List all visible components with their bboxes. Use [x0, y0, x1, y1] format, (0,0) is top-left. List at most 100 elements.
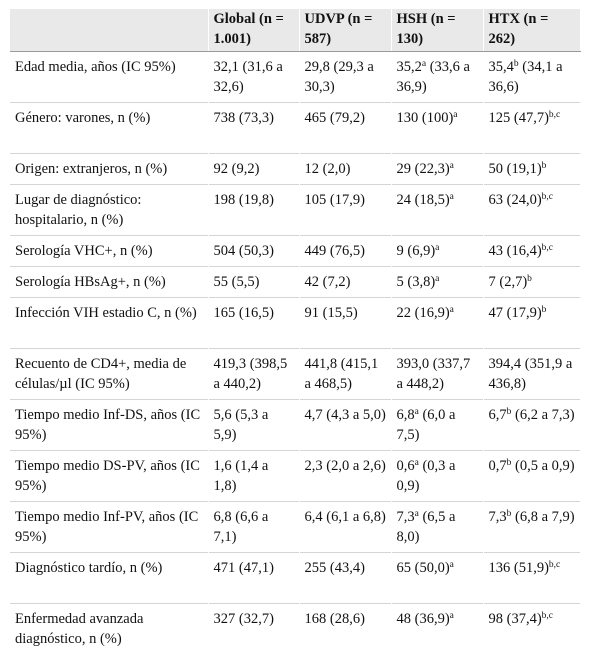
cell-hsh: 130 (100)a [391, 102, 484, 154]
cell-value: 130 (100) [396, 110, 454, 126]
cell-udvp: 4,7 (4,3 a 5,0) [299, 399, 392, 451]
cell-hsh: 48 (36,9)a [391, 603, 484, 654]
significance-marker: a [449, 305, 454, 315]
cell-value: 471 (47,1) [213, 560, 274, 576]
cell-value: 35,4 [488, 59, 514, 75]
cell-htx: 7,3b (6,8 a 7,9) [483, 501, 581, 553]
table-row: Tiempo medio DS-PV, años (IC 95%) 1,6 (1,… [10, 450, 581, 502]
cell-value: 42 (7,2) [304, 274, 351, 290]
cell-interval: (6,5 a 8,0) [396, 509, 456, 545]
significance-marker: b,c [548, 110, 561, 120]
significance-marker: b [527, 274, 532, 284]
cell-global: 6,8 (6,6 a 7,1) [208, 501, 300, 553]
row-label: Enfermedad avanzada diagnóstico, n (%) [10, 603, 209, 654]
header-cell-hsh: HSH (n = 130) [391, 9, 484, 52]
significance-marker: b [506, 509, 512, 519]
cell-interval: (6,2 a 7,3) [511, 407, 575, 423]
cell-value: 5,6 (5,3 a 5,9) [213, 407, 269, 443]
table-container: Global (n = 1.001) UDVP (n = 587) HSH (n… [10, 9, 581, 654]
cell-value: 6,8 [396, 407, 415, 423]
cell-value: 35,2 [396, 59, 422, 75]
cell-global: 92 (9,2) [208, 153, 300, 185]
significance-marker: a [449, 560, 454, 570]
row-label: Tiempo medio DS-PV, años (IC 95%) [10, 450, 209, 502]
cell-value: 4,7 (4,3 a 5,0) [304, 407, 386, 423]
row-label: Serología VHC+, n (%) [10, 235, 209, 267]
cell-value: 419,3 (398,5 a 440,2) [213, 356, 288, 392]
cell-value: 0,6 [396, 458, 415, 474]
cell-udvp: 42 (7,2) [299, 266, 392, 298]
cell-global: 165 (16,5) [208, 297, 300, 349]
significance-marker: a [453, 110, 458, 120]
row-label: Diagnóstico tardío, n (%) [10, 552, 209, 604]
cell-value: 47 (17,9) [488, 305, 542, 321]
cell-value: 504 (50,3) [213, 243, 274, 259]
cell-htx: 6,7b (6,2 a 7,3) [483, 399, 581, 451]
significance-marker: a [449, 192, 454, 202]
cell-value: 9 (6,9) [396, 243, 436, 259]
cell-htx: 98 (37,4)b,c [483, 603, 581, 654]
cell-value: 1,6 (1,4 a 1,8) [213, 458, 269, 494]
significance-marker: a [449, 611, 454, 621]
cell-value: 105 (17,9) [304, 192, 365, 208]
cell-global: 198 (19,8) [208, 184, 300, 236]
cell-value: 29,8 (29,3 a 30,3) [304, 59, 374, 95]
cell-htx: 50 (19,1)b [483, 153, 581, 185]
cell-value: 738 (73,3) [213, 110, 274, 126]
cell-global: 55 (5,5) [208, 266, 300, 298]
significance-marker: a [435, 243, 440, 253]
cell-value: 12 (2,0) [304, 161, 351, 177]
table-row: Recuento de CD4+, media de células/µl (I… [10, 348, 581, 400]
row-label: Tiempo medio Inf-DS, años (IC 95%) [10, 399, 209, 451]
table-row: Enfermedad avanzada diagnóstico, n (%) 32… [10, 603, 581, 654]
row-label: Infección VIH estadio C, n (%) [10, 297, 209, 349]
row-label: Serología HBsAg+, n (%) [10, 266, 209, 298]
cell-value: 465 (79,2) [304, 110, 365, 126]
cell-hsh: 5 (3,8)a [391, 266, 484, 298]
cell-hsh: 0,6a (0,3 a 0,9) [391, 450, 484, 502]
cell-value: 441,8 (415,1 a 468,5) [304, 356, 379, 392]
cell-global: 5,6 (5,3 a 5,9) [208, 399, 300, 451]
cell-global: 32,1 (31,6 a 32,6) [208, 51, 300, 103]
table-row: Diagnóstico tardío, n (%) 471 (47,1) 255 (… [10, 552, 581, 604]
cell-htx: 7 (2,7)b [483, 266, 581, 298]
cell-value: 24 (18,5) [396, 192, 450, 208]
cell-value: 7,3 [488, 509, 507, 525]
row-label: Lugar de diagnóstico: hospitalario, n (%… [10, 184, 209, 236]
cell-interval: (34,1 a 36,6) [488, 59, 563, 95]
cell-global: 327 (32,7) [208, 603, 300, 654]
significance-marker: a [421, 59, 427, 69]
cell-value: 6,4 (6,1 a 6,8) [304, 509, 386, 525]
header-cell-htx: HTX (n = 262) [483, 9, 581, 52]
cell-value: 255 (43,4) [304, 560, 365, 576]
significance-marker: a [449, 161, 454, 171]
cell-value: 5 (3,8) [396, 274, 436, 290]
cell-udvp: 105 (17,9) [299, 184, 392, 236]
cell-value: 6,8 (6,6 a 7,1) [213, 509, 269, 545]
cell-udvp: 465 (79,2) [299, 102, 392, 154]
cell-value: 168 (28,6) [304, 611, 365, 627]
cell-interval: (0,3 a 0,9) [396, 458, 456, 494]
cell-hsh: 22 (16,9)a [391, 297, 484, 349]
cell-udvp: 29,8 (29,3 a 30,3) [299, 51, 392, 103]
significance-marker: b [513, 59, 519, 69]
table-row: Lugar de diagnóstico: hospitalario, n (%… [10, 184, 581, 236]
cell-value: 91 (15,5) [304, 305, 358, 321]
cell-value: 7 (2,7) [488, 274, 528, 290]
cell-hsh: 35,2a (33,6 a 36,9) [391, 51, 484, 103]
cell-value: 327 (32,7) [213, 611, 274, 627]
header-cell-udvp: UDVP (n = 587) [299, 9, 392, 52]
cell-value: 6,7 [488, 407, 507, 423]
cell-htx: 35,4b (34,1 a 36,6) [483, 51, 581, 103]
cell-interval: (33,6 a 36,9) [396, 59, 470, 95]
cell-hsh: 24 (18,5)a [391, 184, 484, 236]
table-row: Tiempo medio Inf-DS, años (IC 95%) 5,6 (5… [10, 399, 581, 451]
significance-marker: b,c [541, 611, 554, 621]
header-cell-label [10, 9, 209, 52]
cell-value: 63 (24,0) [488, 192, 542, 208]
cell-udvp: 449 (76,5) [299, 235, 392, 267]
cell-udvp: 2,3 (2,0 a 2,6) [299, 450, 392, 502]
table-row: Edad media, años (IC 95%) 32,1 (31,6 a 32… [10, 51, 581, 103]
cell-global: 1,6 (1,4 a 1,8) [208, 450, 300, 502]
cell-udvp: 12 (2,0) [299, 153, 392, 185]
